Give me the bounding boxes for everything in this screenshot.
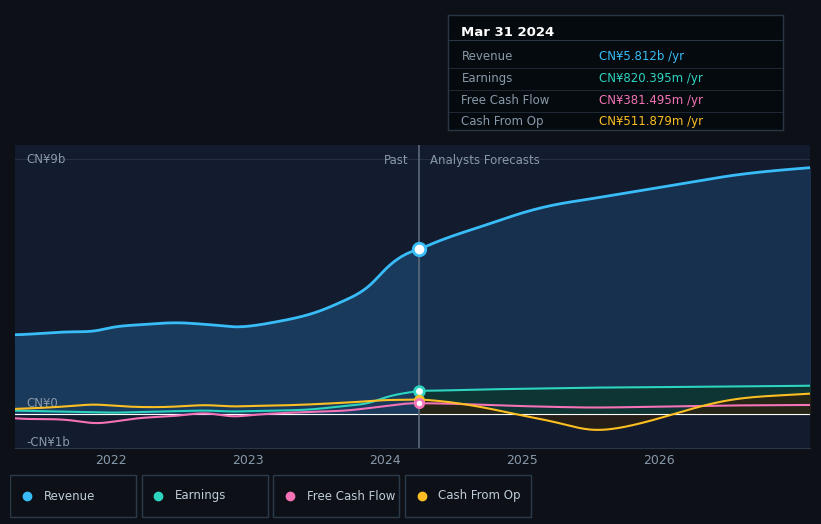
Text: Free Cash Flow: Free Cash Flow: [461, 94, 550, 106]
Text: Cash From Op: Cash From Op: [461, 115, 544, 128]
Text: CN¥5.812b /yr: CN¥5.812b /yr: [599, 50, 684, 63]
Text: Earnings: Earnings: [175, 489, 227, 503]
Text: Analysts Forecasts: Analysts Forecasts: [430, 154, 540, 167]
Text: Earnings: Earnings: [461, 72, 513, 85]
Text: CN¥0: CN¥0: [26, 397, 57, 410]
Text: Past: Past: [383, 154, 408, 167]
Text: CN¥820.395m /yr: CN¥820.395m /yr: [599, 72, 703, 85]
Text: -CN¥1b: -CN¥1b: [26, 436, 70, 449]
Text: Free Cash Flow: Free Cash Flow: [307, 489, 395, 503]
Text: Revenue: Revenue: [461, 50, 513, 63]
Text: Cash From Op: Cash From Op: [438, 489, 521, 503]
Text: CN¥511.879m /yr: CN¥511.879m /yr: [599, 115, 703, 128]
Text: CN¥381.495m /yr: CN¥381.495m /yr: [599, 94, 703, 106]
Text: Revenue: Revenue: [44, 489, 95, 503]
Text: CN¥9b: CN¥9b: [26, 152, 66, 166]
Text: Mar 31 2024: Mar 31 2024: [461, 27, 555, 39]
